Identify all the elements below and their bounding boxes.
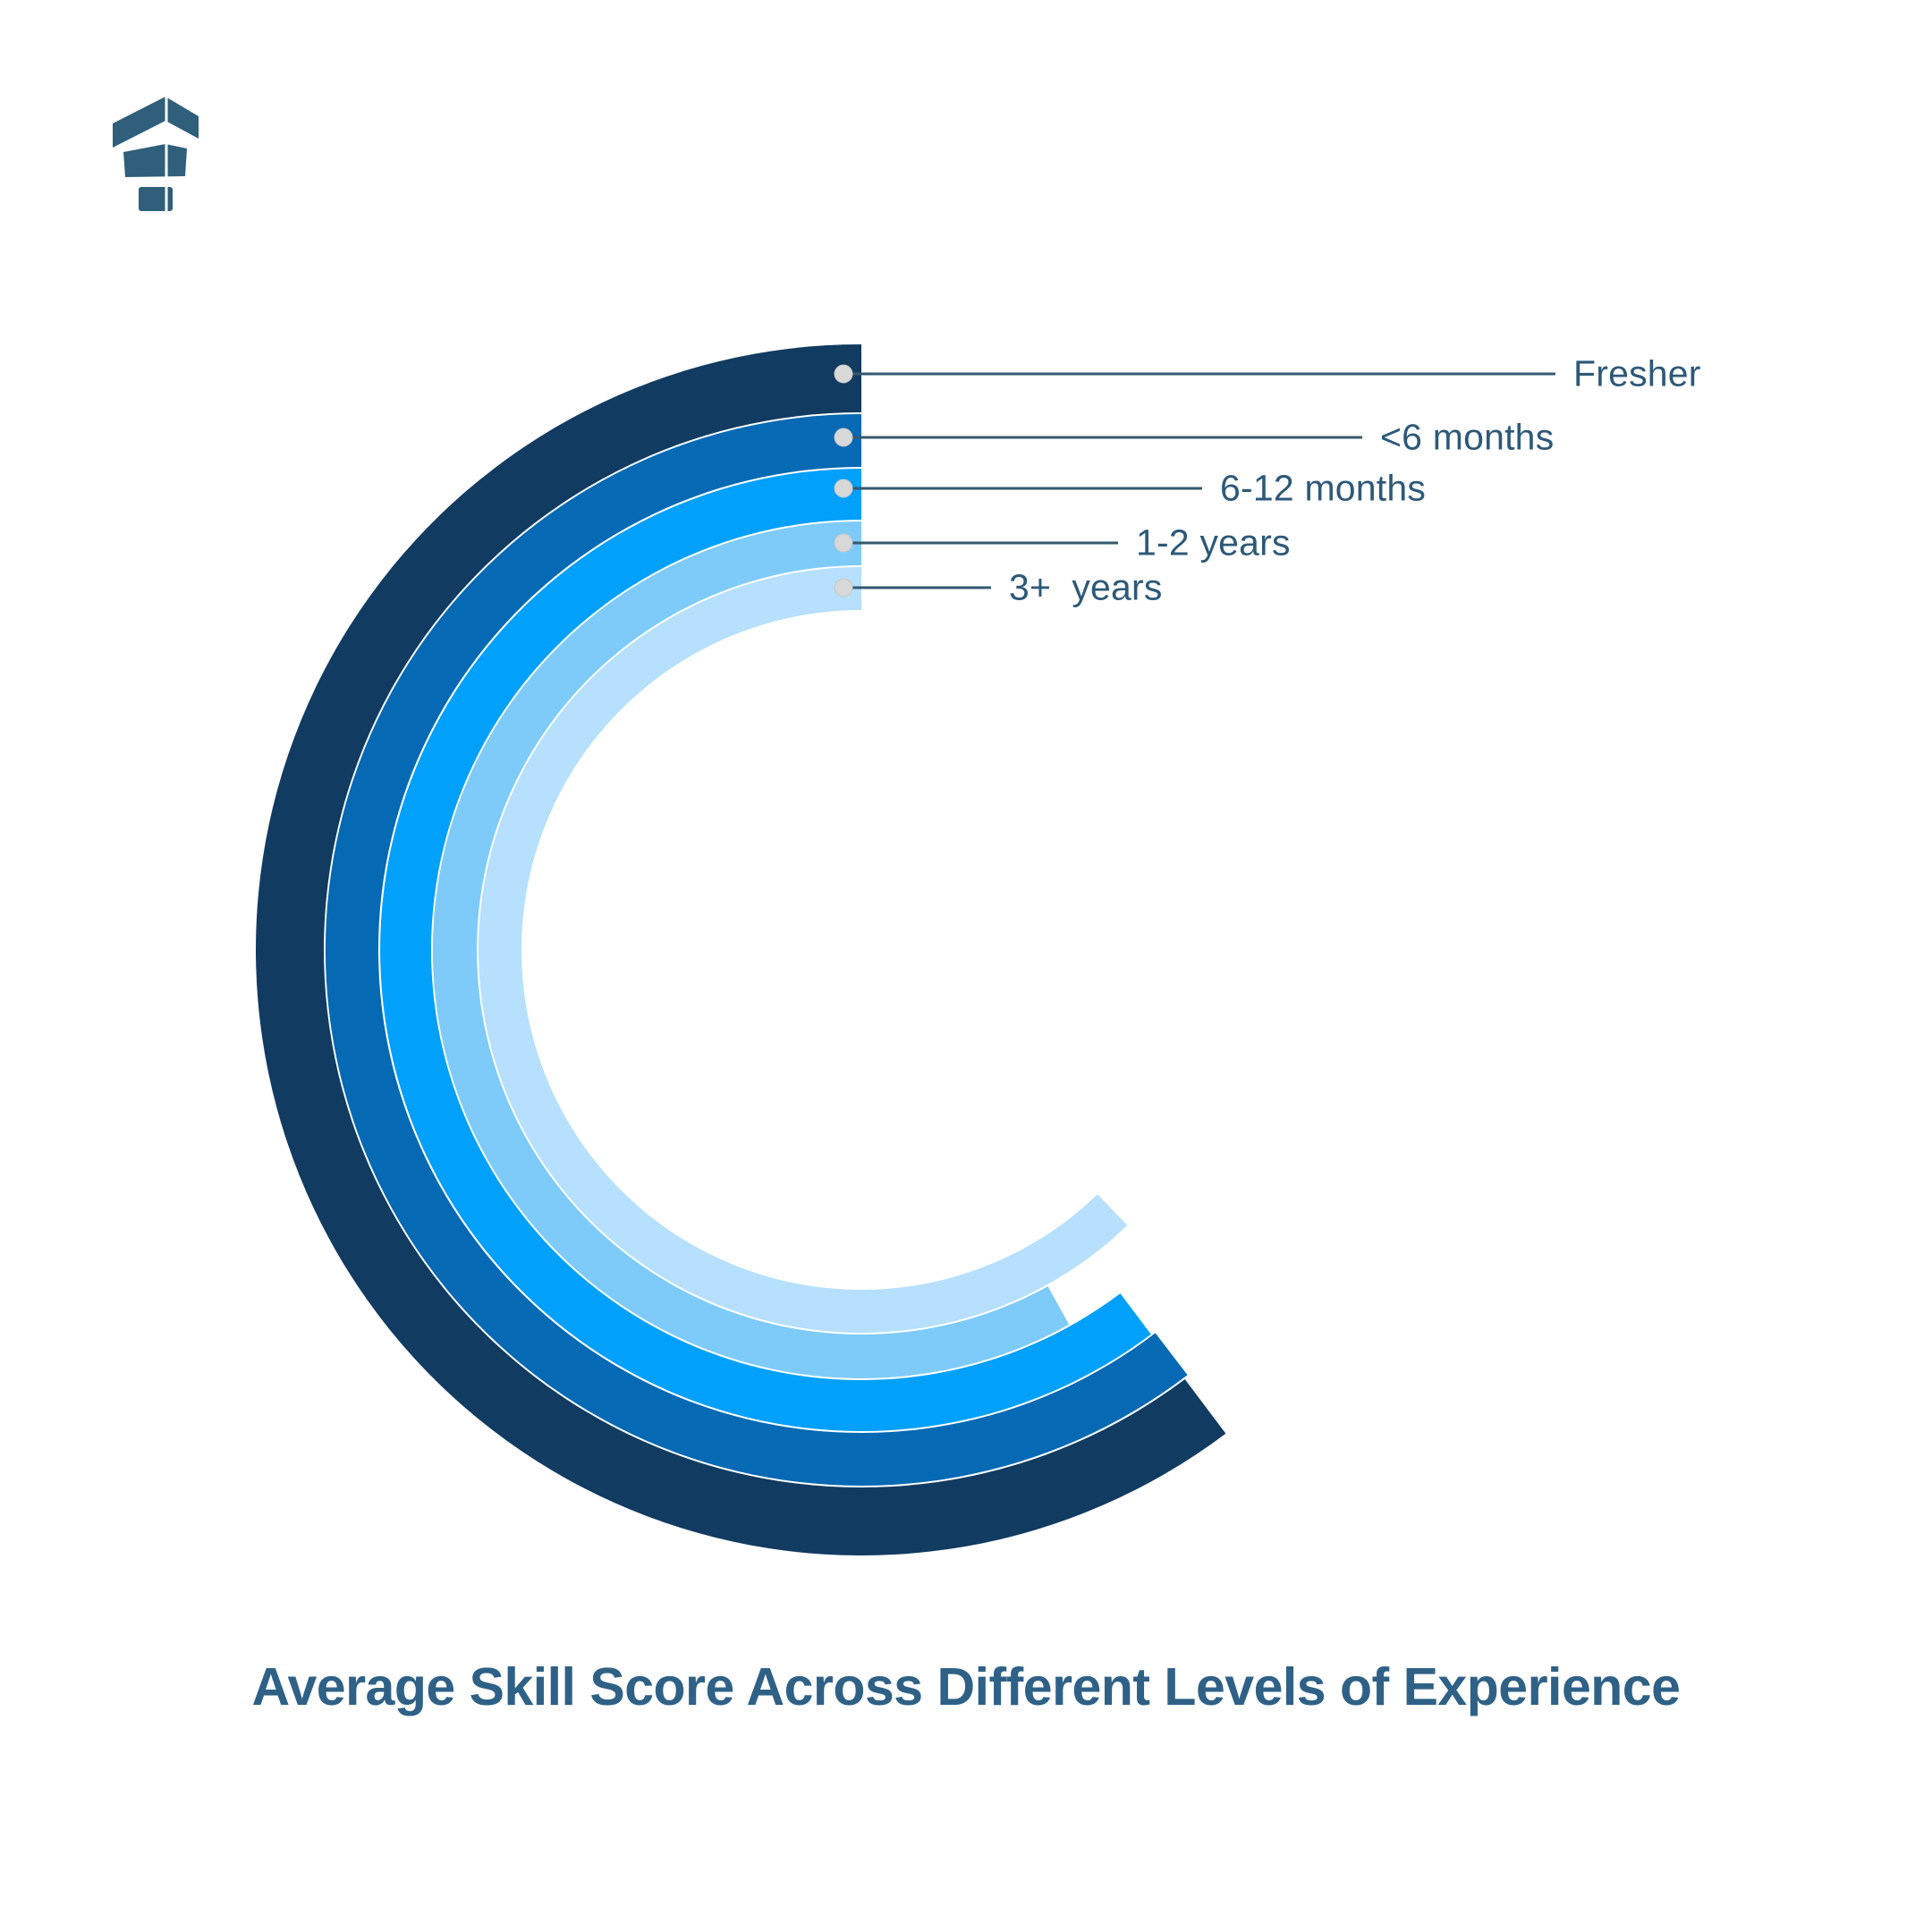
logo-bottom-block <box>139 187 173 211</box>
category-label-fresher: Fresher <box>1573 352 1701 394</box>
chart-title: Average Skill Score Across Different Lev… <box>251 1657 1681 1716</box>
leader-dot-3 <box>834 533 853 553</box>
leader-dot-2 <box>834 479 853 498</box>
logo-middle-block <box>123 144 187 177</box>
leader-dot-4 <box>834 578 853 597</box>
category-label-3plus-years: 3+ years <box>1009 566 1163 608</box>
category-label-1-2-years: 1-2 years <box>1136 521 1291 564</box>
category-label-6-12-months: 6-12 months <box>1220 467 1427 509</box>
logo-shapes <box>113 97 199 213</box>
leader-dot-0 <box>834 364 853 384</box>
leader-dot-1 <box>834 428 853 447</box>
category-label-lt6-months: <6 months <box>1380 416 1555 458</box>
arc-segment-0 <box>256 344 1226 1555</box>
arc-segment-2 <box>380 469 1151 1431</box>
stacked-blocks-logo <box>113 97 199 213</box>
logo-top-block <box>113 97 199 148</box>
arc-segment-1 <box>325 413 1188 1486</box>
arc-segment-4 <box>479 567 1128 1333</box>
